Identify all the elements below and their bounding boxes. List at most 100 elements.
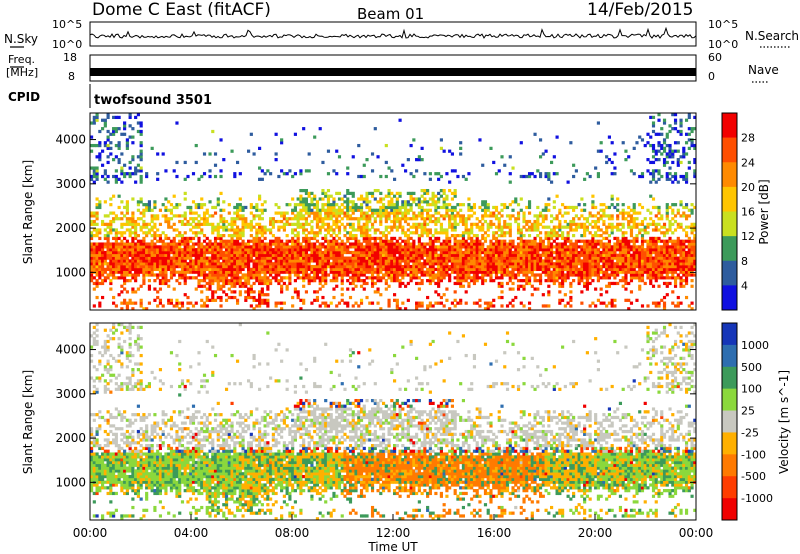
- heatmap-cell: [112, 219, 116, 224]
- heatmap-cell: [90, 166, 94, 170]
- heatmap-cell: [453, 191, 457, 196]
- heatmap-cell: [594, 234, 598, 238]
- heatmap-cell: [437, 239, 441, 243]
- heatmap-cell: [351, 279, 355, 283]
- heatmap-cell: [464, 262, 468, 266]
- heatmap-cell: [439, 262, 443, 266]
- heatmap-cell: [530, 267, 534, 271]
- heatmap-cell: [574, 267, 578, 271]
- heatmap-cell: [302, 298, 306, 302]
- heatmap-cell: [387, 245, 391, 249]
- heatmap-cell: [605, 284, 609, 288]
- heatmap-cell: [580, 273, 584, 277]
- heatmap-cell: [577, 273, 581, 277]
- heatmap-cell: [594, 239, 598, 243]
- heatmap-cell: [404, 264, 408, 269]
- heatmap-cell: [296, 295, 300, 300]
- heatmap-cell: [616, 253, 620, 257]
- heatmap-cell: [321, 188, 325, 193]
- heatmap-cell: [260, 169, 264, 173]
- heatmap-cell: [337, 236, 342, 241]
- heatmap-cell: [404, 205, 408, 210]
- heatmap-cell: [376, 253, 380, 257]
- heatmap-cell: [470, 264, 474, 269]
- heatmap-cell: [92, 180, 96, 184]
- heatmap-cell: [384, 239, 388, 243]
- heatmap-cell: [365, 222, 369, 226]
- heatmap-cell: [161, 262, 165, 266]
- heatmap-cell: [136, 234, 140, 238]
- heatmap-cell: [508, 279, 512, 283]
- heatmap-cell: [208, 242, 212, 246]
- heatmap-cell: [384, 264, 388, 269]
- heatmap-cell: [117, 253, 121, 257]
- heatmap-cell: [266, 253, 270, 257]
- heatmap-cell: [324, 262, 328, 266]
- heatmap-cell: [404, 239, 408, 243]
- station-title: Dome C East (fitACF): [92, 0, 271, 20]
- heatmap-cell: [134, 264, 138, 269]
- heatmap-cell: [621, 270, 625, 274]
- heatmap-cell: [453, 239, 457, 243]
- heatmap-cell: [191, 200, 196, 204]
- heatmap-cell: [434, 267, 438, 271]
- heatmap-cell: [241, 217, 245, 221]
- heatmap-cell: [291, 259, 295, 263]
- heatmap-cell: [178, 259, 182, 263]
- heatmap-cell: [442, 256, 446, 260]
- heatmap-cell: [357, 208, 361, 212]
- heatmap-cell: [337, 259, 342, 263]
- heatmap-cell: [610, 203, 614, 207]
- heatmap-cell: [219, 191, 223, 196]
- heatmap-cell: [481, 245, 485, 249]
- heatmap-cell: [211, 298, 215, 302]
- heatmap-cell: [426, 267, 430, 271]
- heatmap-cell: [313, 267, 317, 271]
- heatmap-cell: [613, 281, 617, 286]
- heatmap-cell: [233, 279, 237, 283]
- heatmap-cell: [263, 281, 267, 286]
- heatmap-cell: [280, 290, 284, 294]
- heatmap-cell: [213, 270, 218, 274]
- heatmap-cell: [348, 262, 353, 266]
- heatmap-cell: [561, 267, 565, 271]
- heatmap-cell: [175, 205, 179, 210]
- heatmap-cell: [332, 270, 336, 274]
- heatmap-cell: [293, 290, 297, 294]
- heatmap-cell: [235, 281, 240, 286]
- heatmap-cell: [472, 267, 477, 271]
- heatmap-cell: [224, 219, 229, 224]
- heatmap-cell: [401, 276, 405, 280]
- heatmap-cell: [555, 172, 559, 176]
- heatmap-cell: [233, 295, 237, 300]
- heatmap-cell: [136, 200, 140, 204]
- heatmap-cell: [563, 250, 567, 255]
- heatmap-cell: [379, 279, 383, 283]
- heatmap-cell: [169, 250, 174, 255]
- heatmap-cell: [522, 270, 526, 274]
- heatmap-cell: [123, 245, 127, 249]
- heatmap-cell: [536, 259, 540, 263]
- heatmap-cell: [106, 264, 110, 269]
- heatmap-cell: [627, 155, 631, 159]
- heatmap-cell: [398, 225, 402, 229]
- heatmap-cell: [464, 222, 468, 226]
- heatmap-cell: [183, 293, 187, 297]
- heatmap-cell: [252, 298, 256, 302]
- heatmap-cell: [489, 245, 493, 249]
- heatmap-cell: [296, 248, 300, 252]
- heatmap-cell: [244, 253, 248, 257]
- heatmap-cell: [307, 152, 311, 156]
- heatmap-cell: [362, 211, 366, 215]
- heatmap-cell: [351, 228, 355, 232]
- heatmap-cell: [142, 231, 146, 235]
- heatmap-cell: [315, 208, 320, 212]
- heatmap-cell: [613, 276, 617, 280]
- heatmap-cell: [95, 214, 99, 218]
- heatmap-cell: [450, 217, 454, 221]
- heatmap-cell: [92, 281, 96, 286]
- heatmap-cell: [285, 267, 289, 271]
- heatmap-cell: [277, 205, 281, 210]
- heatmap-cell: [310, 197, 314, 201]
- heatmap-cell: [527, 262, 532, 266]
